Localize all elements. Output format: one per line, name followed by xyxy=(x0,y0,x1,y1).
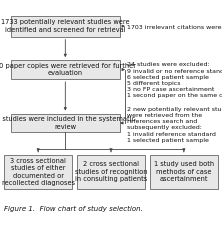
Bar xyxy=(11,60,120,79)
Bar xyxy=(77,155,145,189)
Bar xyxy=(4,155,72,189)
Text: 1733 potentially relevant studies were
identified and screened for retrieval: 1733 potentially relevant studies were i… xyxy=(1,20,130,33)
Text: 24 studies were excluded:
9 invalid or no reference standard
6 selected patient : 24 studies were excluded: 9 invalid or n… xyxy=(127,62,222,98)
Text: 2 cross sectional
studies of recognition
in consulting patients: 2 cross sectional studies of recognition… xyxy=(75,161,147,183)
Text: 1 study used both
methods of case
ascertainment: 1 study used both methods of case ascert… xyxy=(154,161,214,183)
Text: 2 new potentially relevant studies
were retrieved from the
references search and: 2 new potentially relevant studies were … xyxy=(127,107,222,143)
Text: Figure 1.  Flow chart of study selection.: Figure 1. Flow chart of study selection. xyxy=(4,206,143,212)
Text: 8 studies were included in the systematic
review: 8 studies were included in the systemati… xyxy=(0,116,135,130)
Bar xyxy=(11,16,120,37)
Text: 1703 irrelevant citations were excluded: 1703 irrelevant citations were excluded xyxy=(127,25,222,30)
Bar xyxy=(11,114,120,132)
Text: 3 cross sectional
studies of either
documented or
recollected diagnoses: 3 cross sectional studies of either docu… xyxy=(2,158,75,186)
Bar xyxy=(150,155,218,189)
Text: 30 paper copies were retrieved for further
evaluation: 30 paper copies were retrieved for furth… xyxy=(0,63,136,76)
